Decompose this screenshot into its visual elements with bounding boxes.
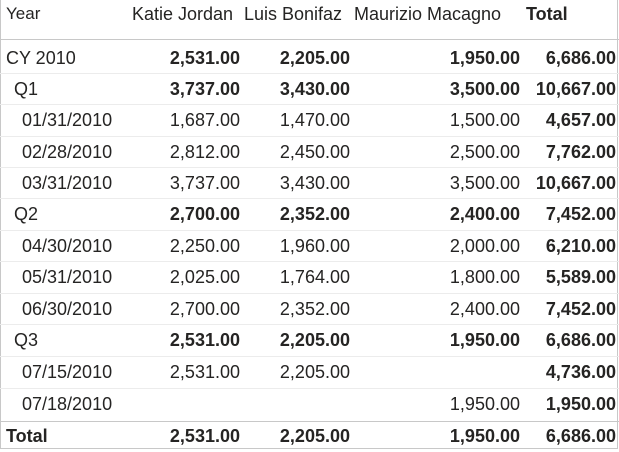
row-quarter-q2[interactable]: Q2 2,700.00 2,352.00 2,400.00 7,452.00 xyxy=(0,198,619,230)
value-katie-jordan: 3,737.00 xyxy=(169,173,240,193)
value-katie-jordan: 2,531.00 xyxy=(169,426,240,446)
row-divider xyxy=(0,356,619,357)
row-label: 05/31/2010 xyxy=(22,267,113,287)
value-katie-jordan: 2,531.00 xyxy=(169,48,240,68)
header-luis-bonifaz[interactable]: Luis Bonifaz xyxy=(244,4,343,24)
header-divider xyxy=(0,39,619,40)
value-total: 7,452.00 xyxy=(545,204,616,224)
value-maurizio-macagno: 1,950.00 xyxy=(449,426,520,446)
value-maurizio-macagno: 2,400.00 xyxy=(449,204,520,224)
value-katie-jordan: 3,737.00 xyxy=(169,79,240,99)
value-katie-jordan: 2,531.00 xyxy=(169,330,240,350)
row-label: 02/28/2010 xyxy=(22,142,113,162)
row-divider xyxy=(0,136,619,137)
header-katie-jordan[interactable]: Katie Jordan xyxy=(132,4,234,24)
value-maurizio-macagno: 2,000.00 xyxy=(449,236,520,256)
row-date[interactable]: 03/31/2010 3,737.00 3,430.00 3,500.00 10… xyxy=(0,167,619,199)
row-date[interactable]: 05/31/2010 2,025.00 1,764.00 1,800.00 5,… xyxy=(0,261,619,293)
row-divider xyxy=(0,104,619,105)
value-total: 6,210.00 xyxy=(545,236,616,256)
value-luis-bonifaz: 2,352.00 xyxy=(279,204,350,224)
header-maurizio-macagno[interactable]: Maurizio Macagno xyxy=(354,4,502,24)
row-date[interactable]: 06/30/2010 2,700.00 2,352.00 2,400.00 7,… xyxy=(0,293,619,325)
value-katie-jordan xyxy=(128,388,240,420)
value-maurizio-macagno: 2,400.00 xyxy=(449,299,520,319)
row-label: 07/18/2010 xyxy=(22,394,113,414)
row-label: 06/30/2010 xyxy=(22,299,113,319)
value-total: 10,667.00 xyxy=(535,79,616,99)
header-year[interactable]: Year xyxy=(6,4,41,23)
value-luis-bonifaz: 2,450.00 xyxy=(279,142,350,162)
value-katie-jordan: 2,531.00 xyxy=(169,362,240,382)
value-luis-bonifaz: 1,960.00 xyxy=(279,236,350,256)
row-quarter-q1[interactable]: Q1 3,737.00 3,430.00 3,500.00 10,667.00 xyxy=(0,73,619,105)
row-label: Total xyxy=(6,426,48,446)
header-total[interactable]: Total xyxy=(526,4,568,24)
value-luis-bonifaz: 2,205.00 xyxy=(279,48,350,68)
value-katie-jordan: 2,700.00 xyxy=(169,204,240,224)
row-label: 07/15/2010 xyxy=(22,362,113,382)
row-divider xyxy=(0,324,619,325)
row-divider xyxy=(0,293,619,294)
value-luis-bonifaz: 2,352.00 xyxy=(279,299,350,319)
row-label: CY 2010 xyxy=(6,48,76,68)
row-divider xyxy=(0,73,619,74)
value-maurizio-macagno: 1,950.00 xyxy=(449,330,520,350)
row-divider xyxy=(0,261,619,262)
value-katie-jordan: 2,700.00 xyxy=(169,299,240,319)
column-header-row: Year Katie Jordan Luis Bonifaz Maurizio … xyxy=(0,0,619,32)
value-maurizio-macagno: 1,500.00 xyxy=(449,110,520,130)
value-total: 7,452.00 xyxy=(545,299,616,319)
value-luis-bonifaz: 2,205.00 xyxy=(279,330,350,350)
row-label: 04/30/2010 xyxy=(22,236,113,256)
row-date[interactable]: 02/28/2010 2,812.00 2,450.00 2,500.00 7,… xyxy=(0,136,619,168)
row-divider xyxy=(0,388,619,389)
value-total: 4,657.00 xyxy=(545,110,616,130)
value-total: 7,762.00 xyxy=(545,142,616,162)
value-katie-jordan: 1,687.00 xyxy=(169,110,240,130)
row-date[interactable]: 01/31/2010 1,687.00 1,470.00 1,500.00 4,… xyxy=(0,104,619,136)
value-luis-bonifaz xyxy=(240,388,350,420)
value-katie-jordan: 2,025.00 xyxy=(169,267,240,287)
value-luis-bonifaz: 1,764.00 xyxy=(279,267,350,287)
total-divider xyxy=(0,421,619,422)
value-total: 1,950.00 xyxy=(545,394,616,414)
value-maurizio-macagno: 1,800.00 xyxy=(449,267,520,287)
value-maurizio-macagno: 3,500.00 xyxy=(449,79,520,99)
value-maurizio-macagno: 1,950.00 xyxy=(449,48,520,68)
value-maurizio-macagno: 3,500.00 xyxy=(449,173,520,193)
value-total: 6,686.00 xyxy=(545,330,616,350)
row-divider xyxy=(0,167,619,168)
value-maurizio-macagno: 2,500.00 xyxy=(449,142,520,162)
value-maurizio-macagno: 1,950.00 xyxy=(449,394,520,414)
row-label: 01/31/2010 xyxy=(22,110,113,130)
row-label: Q3 xyxy=(14,330,39,350)
row-label: 03/31/2010 xyxy=(22,173,113,193)
value-maurizio-macagno xyxy=(350,356,520,388)
row-date[interactable]: 07/18/2010 1,950.00 1,950.00 xyxy=(0,388,619,420)
row-divider xyxy=(0,230,619,231)
value-luis-bonifaz: 2,205.00 xyxy=(279,362,350,382)
row-year-cy2010[interactable]: CY 2010 2,531.00 2,205.00 1,950.00 6,686… xyxy=(0,42,619,74)
value-katie-jordan: 2,812.00 xyxy=(169,142,240,162)
row-quarter-q3[interactable]: Q3 2,531.00 2,205.00 1,950.00 6,686.00 xyxy=(0,324,619,356)
row-divider xyxy=(0,198,619,199)
row-date[interactable]: 07/15/2010 2,531.00 2,205.00 4,736.00 xyxy=(0,356,619,388)
value-total: 5,589.00 xyxy=(545,267,616,287)
value-katie-jordan: 2,250.00 xyxy=(169,236,240,256)
value-luis-bonifaz: 3,430.00 xyxy=(279,173,350,193)
row-label: Q2 xyxy=(14,204,39,224)
value-luis-bonifaz: 1,470.00 xyxy=(279,110,350,130)
grand-total-row[interactable]: Total 2,531.00 2,205.00 1,950.00 6,686.0… xyxy=(0,420,619,452)
value-total: 10,667.00 xyxy=(535,173,616,193)
row-label: Q1 xyxy=(14,79,39,99)
value-total: 6,686.00 xyxy=(545,426,616,446)
value-luis-bonifaz: 2,205.00 xyxy=(279,426,350,446)
row-date[interactable]: 04/30/2010 2,250.00 1,960.00 2,000.00 6,… xyxy=(0,230,619,262)
value-total: 6,686.00 xyxy=(545,48,616,68)
value-total: 4,736.00 xyxy=(545,362,616,382)
value-luis-bonifaz: 3,430.00 xyxy=(279,79,350,99)
